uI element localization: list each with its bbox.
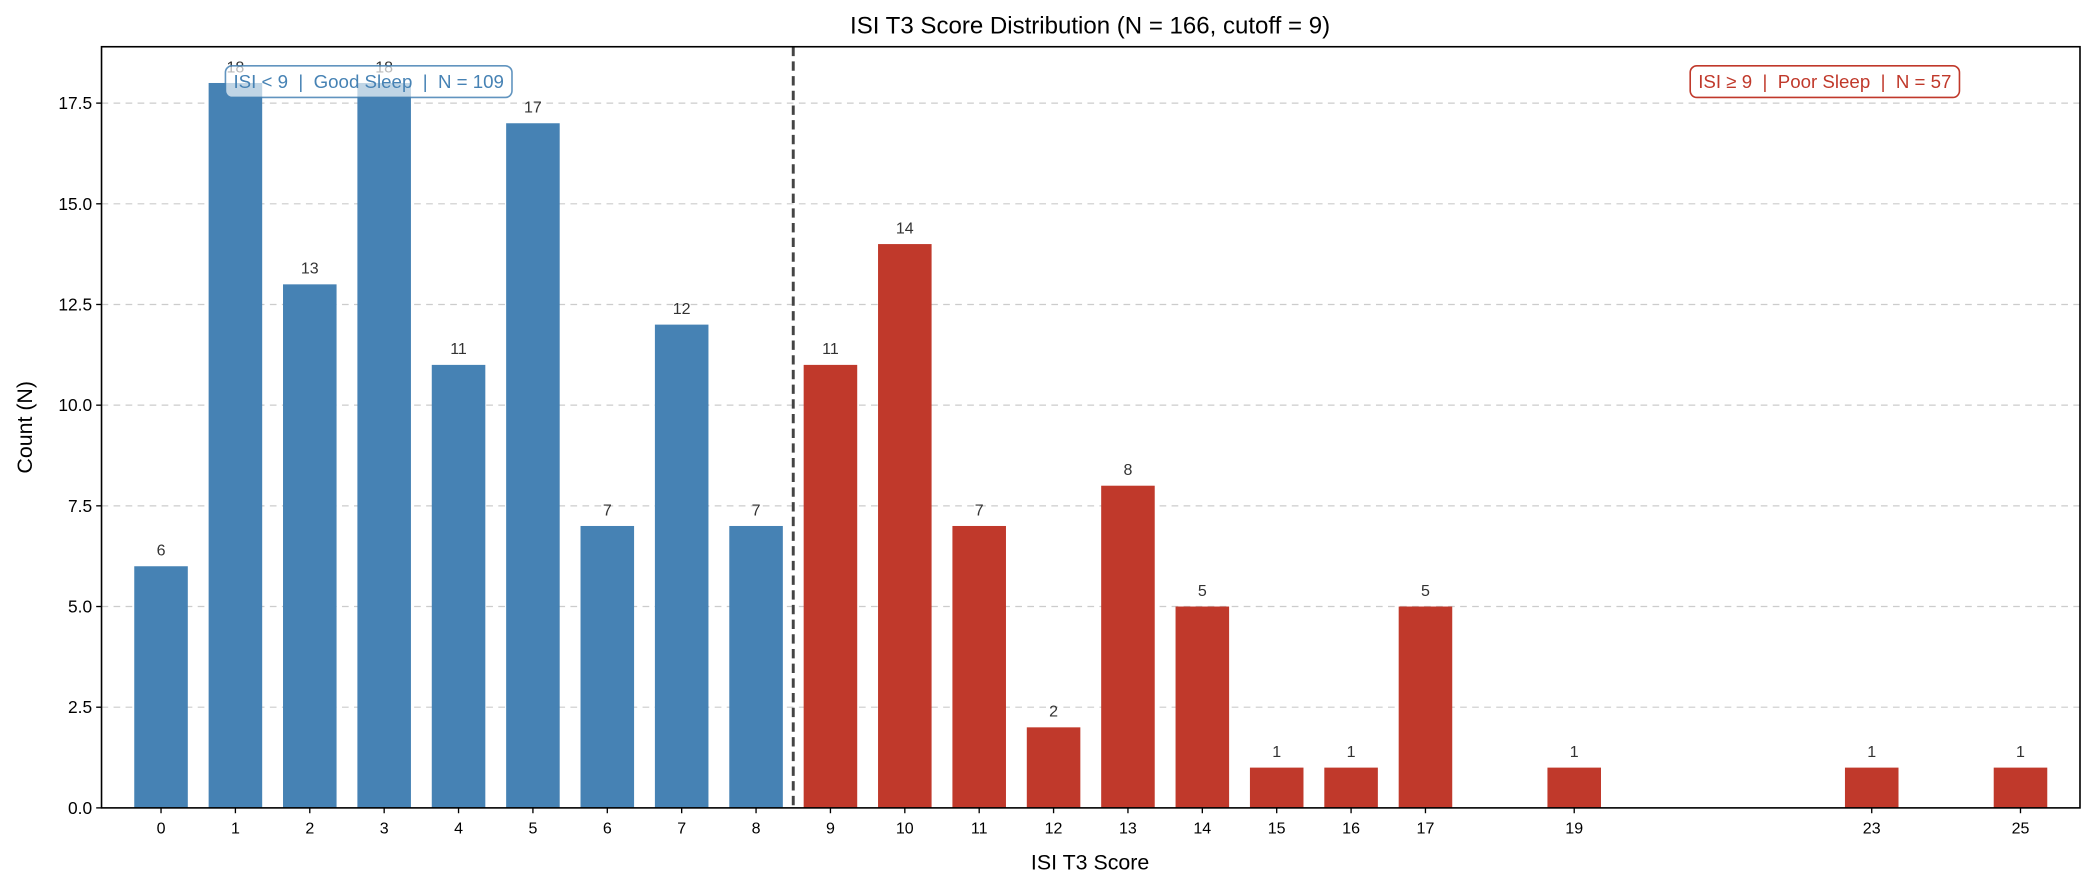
x-tick-label: 9 — [826, 819, 835, 837]
x-ticks: 0 1 2 3 4 5 6 7 8 9 10 11 12 13 14 15 16 17 19 23 25 — [157, 807, 2030, 837]
x-tick-label: 0 — [157, 819, 166, 837]
y-axis-label: Count (N) — [13, 381, 37, 474]
bar — [283, 284, 337, 808]
x-tick-label: 3 — [380, 819, 389, 837]
x-tick-label: 17 — [1417, 819, 1435, 837]
x-tick-label: 25 — [2012, 819, 2030, 837]
bar — [1101, 485, 1155, 808]
bar-value-label: 2 — [1049, 703, 1058, 721]
bar — [208, 82, 263, 808]
x-tick-label: 7 — [677, 819, 686, 837]
bar — [1175, 606, 1230, 808]
bar — [654, 324, 709, 808]
bar — [134, 566, 188, 808]
y-tick-label: 5.0 — [68, 597, 92, 617]
bar — [878, 244, 932, 808]
x-tick-label: 4 — [454, 819, 463, 837]
y-tick-label: 2.5 — [68, 697, 92, 717]
bar — [1249, 767, 1304, 808]
bar-value-label: 11 — [450, 340, 467, 358]
bar-value-label: 5 — [1421, 582, 1430, 600]
bar — [506, 123, 560, 808]
chart-title: ISI T3 Score Distribution (N = 166, cuto… — [850, 12, 1330, 39]
bar — [952, 525, 1006, 808]
bar — [431, 364, 486, 808]
annotation-good: ISI < 9 | Good Sleep | N = 109 — [224, 64, 513, 99]
bar-value-label: 5 — [1198, 582, 1207, 600]
bar-value-label: 14 — [896, 219, 914, 237]
bar — [803, 364, 858, 808]
x-tick-label: 13 — [1119, 819, 1137, 837]
bar — [1547, 767, 1601, 808]
bar-value-label: 7 — [975, 501, 984, 519]
x-tick-label: 8 — [752, 819, 761, 837]
bar-value-label: 11 — [822, 340, 839, 358]
bar-value-label: 13 — [301, 260, 319, 278]
bar — [580, 525, 635, 808]
bar — [1398, 606, 1453, 808]
y-tick-label: 7.5 — [68, 496, 92, 516]
x-tick-label: 5 — [528, 819, 537, 837]
x-tick-label: 16 — [1342, 819, 1360, 837]
bar-labels: 61813181117712711147285115111 — [157, 58, 2025, 761]
bar — [729, 525, 783, 808]
bar-value-label: 1 — [2016, 743, 2025, 761]
x-tick-label: 2 — [305, 819, 314, 837]
grid — [101, 102, 2080, 708]
y-tick-label: 0.0 — [68, 798, 92, 818]
annotation-poor: ISI ≥ 9 | Poor Sleep | N = 57 — [1689, 64, 1961, 99]
bar-value-label: 17 — [524, 99, 542, 117]
bar-value-label: 1 — [1867, 743, 1876, 761]
y-tick-label: 10.0 — [58, 395, 92, 415]
x-tick-label: 6 — [603, 819, 612, 837]
bar — [1324, 767, 1378, 808]
x-tick-label: 15 — [1268, 819, 1286, 837]
annotation-poor-text: ISI ≥ 9 | Poor Sleep | N = 57 — [1698, 71, 1951, 92]
bar — [1844, 767, 1899, 808]
bar — [357, 82, 411, 808]
bar-value-label: 8 — [1123, 461, 1132, 479]
x-tick-label: 11 — [971, 819, 988, 837]
y-ticks: 0.0 2.5 5.0 7.5 10.0 12.5 15.0 17.5 — [58, 93, 102, 818]
x-axis-label: ISI T3 Score — [1031, 850, 1149, 874]
bar-value-label: 1 — [1272, 743, 1281, 761]
y-tick-label: 12.5 — [58, 294, 92, 314]
axes-frame — [100, 45, 2081, 809]
bar-value-label: 7 — [603, 501, 612, 519]
bar-value-label: 7 — [752, 501, 761, 519]
y-tick-label: 17.5 — [58, 93, 92, 113]
x-tick-label: 14 — [1193, 819, 1211, 837]
x-tick-label: 23 — [1863, 819, 1881, 837]
annotation-good-text: ISI < 9 | Good Sleep | N = 109 — [233, 71, 504, 92]
bar-value-label: 12 — [673, 300, 691, 318]
x-tick-label: 10 — [896, 819, 914, 837]
bars — [134, 82, 2048, 808]
bar — [1993, 767, 2048, 808]
bar-value-label: 1 — [1570, 743, 1579, 761]
x-tick-label: 12 — [1045, 819, 1063, 837]
bar — [1026, 727, 1081, 808]
x-tick-label: 1 — [231, 819, 240, 837]
x-tick-label: 19 — [1565, 819, 1583, 837]
y-tick-label: 15.0 — [58, 194, 92, 214]
bar-value-label: 1 — [1347, 743, 1356, 761]
bar-value-label: 6 — [157, 542, 166, 560]
